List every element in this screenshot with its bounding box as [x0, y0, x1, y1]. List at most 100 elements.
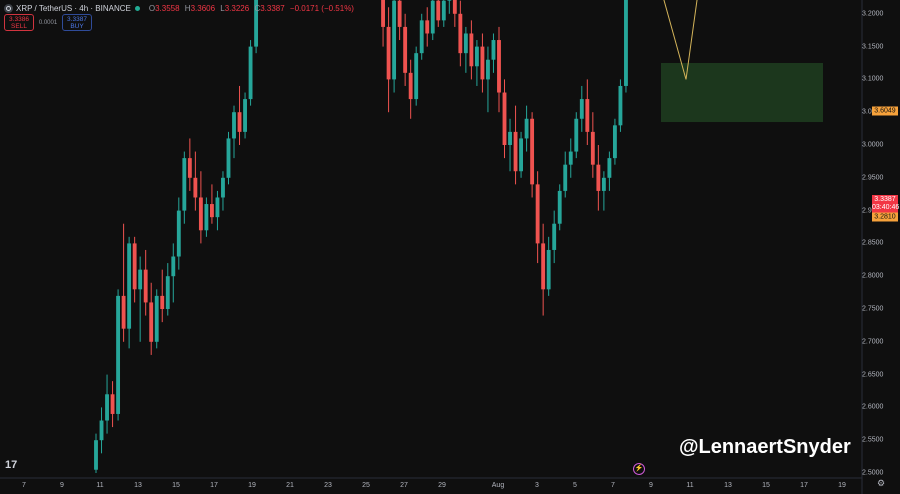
price-tick-label: 2.6500 — [862, 371, 884, 379]
price-tick-label: 2.9500 — [862, 174, 884, 182]
time-tick-label: Aug — [491, 482, 505, 489]
candle — [221, 177, 225, 198]
buy-button[interactable]: 3.3387 BUY — [62, 14, 92, 31]
candle — [535, 184, 540, 244]
candle — [618, 85, 623, 126]
candle — [574, 118, 579, 152]
candle — [237, 112, 242, 132]
spread-value: 0.0001 — [38, 19, 58, 26]
change-value: −0.0171 (−0.51%) — [289, 3, 354, 13]
candle — [127, 243, 132, 329]
candle — [110, 394, 115, 414]
candle — [612, 125, 617, 159]
author-watermark: @LennaertSnyder — [679, 436, 851, 458]
support-price-tag: 3.2810 — [872, 212, 898, 222]
candle — [254, 0, 259, 47]
candle — [463, 33, 468, 54]
high-value: 3.3606 — [190, 3, 216, 13]
price-tick-label: 2.8000 — [862, 272, 884, 280]
time-tick-label: 5 — [573, 482, 577, 489]
candle — [590, 131, 595, 165]
price-tick-label: 2.5500 — [862, 436, 884, 444]
time-tick-label: 21 — [286, 482, 294, 489]
candle — [143, 269, 148, 303]
candle-countdown: 03:40:46 — [872, 204, 900, 211]
candle — [563, 164, 568, 191]
settings-icon[interactable]: ⚙ — [877, 478, 886, 488]
price-tick-label: 2.7500 — [862, 305, 884, 313]
time-tick-label: 11 — [686, 482, 694, 489]
candle — [425, 20, 430, 34]
candle — [154, 295, 159, 342]
candle — [508, 131, 512, 145]
time-tick-label: 19 — [248, 482, 256, 489]
time-tick-label: 15 — [762, 482, 770, 489]
candle — [579, 99, 584, 119]
candle — [386, 26, 391, 80]
price-tick-label: 3.1500 — [862, 43, 884, 51]
candle — [403, 26, 408, 73]
sell-button[interactable]: 3.3386 SELL — [4, 14, 34, 31]
candle — [232, 112, 236, 139]
tradingview-logo-icon[interactable]: 17 — [5, 459, 18, 471]
candle — [243, 99, 247, 132]
candle — [209, 204, 214, 218]
candle — [480, 46, 485, 80]
market-status-icon — [134, 5, 140, 11]
trade-buttons: 3.3386 SELL 0.0001 3.3387 BUY — [4, 14, 92, 31]
low-value: 3.3226 — [224, 3, 250, 13]
candle — [408, 72, 413, 100]
candle — [557, 190, 562, 224]
candle — [546, 249, 551, 290]
resistance-price-tag: 3.6049 — [872, 106, 898, 116]
candle — [414, 53, 419, 100]
time-tick-label: 11 — [96, 482, 104, 489]
candle — [160, 295, 165, 309]
candle — [187, 158, 192, 178]
time-tick-label: 3 — [535, 482, 539, 489]
time-tick-label: 17 — [210, 482, 218, 489]
price-tick-label: 3.2000 — [862, 10, 884, 18]
projection-path-2 — [663, 0, 698, 80]
time-tick-label: 23 — [324, 482, 332, 489]
lightning-icon[interactable]: ⚡ — [633, 463, 645, 475]
candle — [381, 0, 385, 27]
candle — [519, 138, 524, 172]
candle — [392, 0, 397, 80]
candle — [469, 33, 474, 67]
candle — [568, 151, 573, 165]
candle — [121, 295, 126, 329]
candle — [624, 0, 628, 86]
price-tick-label: 3.0000 — [862, 141, 884, 149]
current-price-tag: 3.3387 03:40:46 — [872, 195, 900, 213]
candle — [530, 118, 535, 185]
candle — [452, 0, 457, 14]
time-tick-label: 13 — [724, 482, 732, 489]
open-value: 3.3558 — [155, 3, 180, 13]
time-tick-label: 13 — [134, 482, 142, 489]
candle — [99, 420, 104, 441]
price-tick-label: 3.1000 — [862, 75, 884, 83]
time-tick-label: 9 — [60, 482, 64, 489]
candle — [176, 210, 181, 257]
candle — [502, 92, 507, 145]
candle — [513, 131, 518, 172]
candle — [436, 0, 441, 21]
candle — [94, 440, 98, 470]
candle — [193, 177, 198, 198]
candle — [397, 0, 402, 27]
symbol-title[interactable]: XRP / TetherUS · 4h · BINANCE — [16, 3, 131, 13]
candle — [524, 118, 529, 139]
candle — [419, 20, 424, 54]
candle — [486, 59, 490, 80]
time-tick-label: 9 — [649, 482, 653, 489]
candle — [149, 302, 154, 342]
candle — [491, 40, 496, 60]
candle — [441, 0, 446, 21]
candle — [116, 295, 121, 414]
candle — [596, 164, 601, 191]
candle — [165, 276, 170, 309]
time-tick-label: 15 — [172, 482, 180, 489]
candle — [541, 243, 546, 290]
